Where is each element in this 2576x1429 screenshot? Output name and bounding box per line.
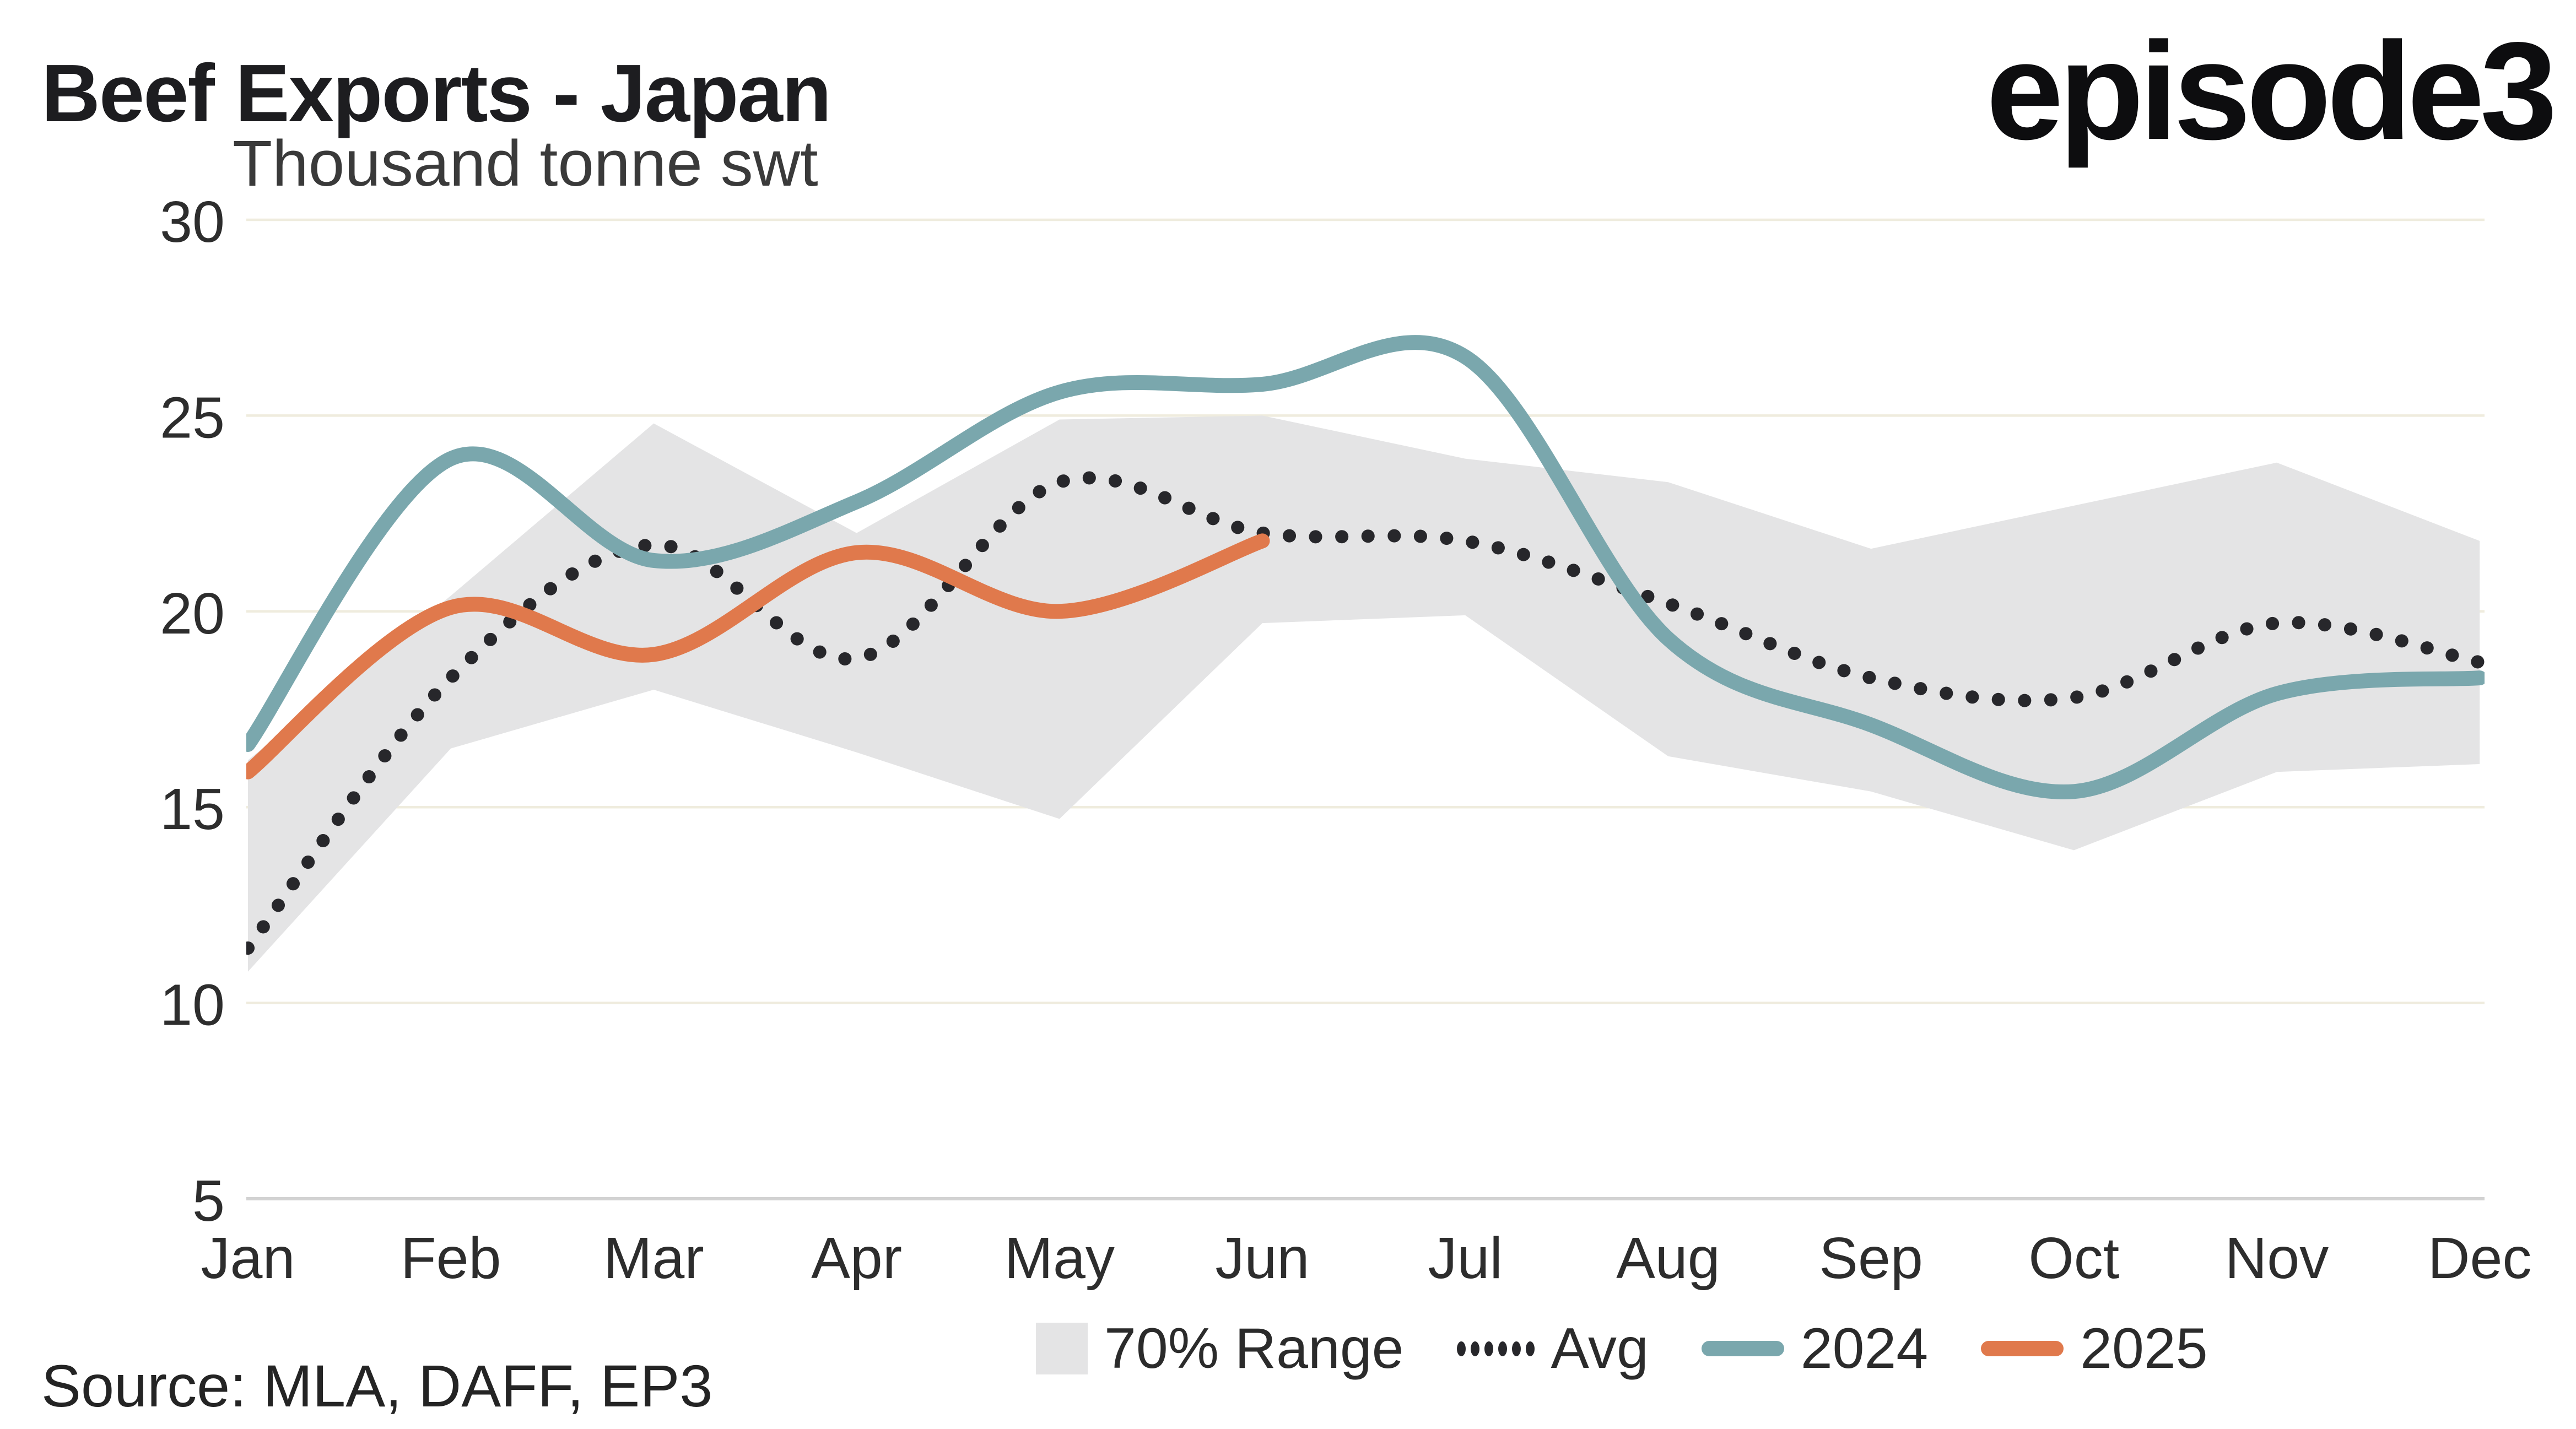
line-2025-swatch <box>1981 1341 2064 1356</box>
episode3-logo: episode3 <box>1986 14 2557 169</box>
x-tick-label: Apr <box>811 1226 902 1291</box>
x-axis-labels: Jan Feb Mar Apr May Jun Jul Aug Sep Oct Nov Dec <box>201 1226 2532 1291</box>
x-tick-label: May <box>1005 1226 1115 1291</box>
x-tick-label: Feb <box>401 1226 501 1291</box>
legend-label-2025: 2025 <box>2080 1317 2208 1381</box>
avg-dots-swatch <box>1456 1341 1535 1356</box>
y-tick-label: 15 <box>160 777 225 842</box>
chart-subtitle: Thousand tonne swt <box>233 127 818 200</box>
y-tick-label: 10 <box>160 973 225 1038</box>
x-tick-label: Jan <box>201 1226 295 1291</box>
plot-area <box>246 335 2485 972</box>
x-tick-label: Aug <box>1616 1226 1720 1291</box>
legend-item-70-range: 70% Range <box>1036 1320 1404 1377</box>
series-2025 <box>246 533 1270 780</box>
x-tick-label: Jul <box>1428 1226 1503 1291</box>
range-band <box>248 415 2480 972</box>
legend-label-70-range: 70% Range <box>1104 1317 1404 1381</box>
x-tick-label: Sep <box>1819 1226 1923 1291</box>
source-note: Source: MLA, DAFF, EP3 <box>41 1352 713 1419</box>
x-tick-label: Nov <box>2225 1226 2329 1291</box>
legend-item-avg: Avg <box>1456 1317 1649 1381</box>
legend-label-avg: Avg <box>1551 1317 1649 1381</box>
y-tick-label: 5 <box>192 1168 225 1233</box>
legend-item-2024: 2024 <box>1701 1317 1929 1381</box>
page-title: Beef Exports - Japan <box>41 48 831 139</box>
x-tick-label: Dec <box>2428 1226 2532 1291</box>
legend-label-2024: 2024 <box>1800 1317 1929 1381</box>
x-tick-label: Mar <box>603 1226 704 1291</box>
legend: 70% Range Avg 2024 2025 <box>1036 1316 2208 1382</box>
series-avg <box>246 471 2485 955</box>
x-tick-label: Jun <box>1216 1226 1310 1291</box>
series-2024 <box>246 335 2485 800</box>
y-tick-label: 20 <box>160 581 225 646</box>
line-2024-swatch <box>1701 1341 1784 1356</box>
x-tick-label: Oct <box>2028 1226 2119 1291</box>
y-axis-labels: 30 25 20 15 10 5 <box>160 190 225 1233</box>
y-tick-label: 25 <box>160 385 225 450</box>
legend-item-2025: 2025 <box>1981 1317 2208 1381</box>
y-tick-label: 30 <box>160 190 225 255</box>
band-swatch <box>1036 1323 1088 1374</box>
